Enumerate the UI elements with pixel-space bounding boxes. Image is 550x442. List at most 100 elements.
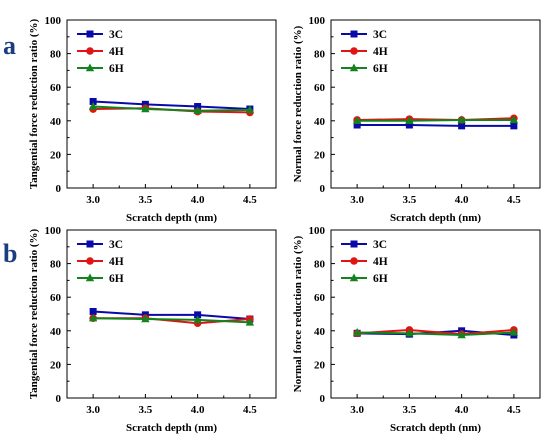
panel-label-a: a (3, 31, 16, 60)
y-axis-label: Normal force reduction ratio (%) (292, 235, 304, 392)
legend-marker-6H (85, 63, 95, 72)
data-point-6H (352, 116, 362, 124)
x-axis-label: Scratch depth (nm) (390, 212, 481, 224)
x-axis-label: Scratch depth (nm) (390, 422, 481, 434)
legend: 3C 4H 6H (341, 239, 388, 285)
legend-marker-6H (349, 273, 359, 282)
x-axis-label: Scratch depth (nm) (126, 212, 217, 224)
y-tick-label: 20 (314, 149, 326, 161)
y-tick-label: 40 (314, 326, 326, 338)
y-tick-label: 40 (314, 116, 326, 128)
legend-marker-4H (350, 47, 358, 55)
series-line-3C (93, 310, 250, 321)
data-point-3C (89, 97, 97, 105)
legend-label-4H: 4H (109, 46, 124, 58)
chart-b-right: 0 20 40 60 80 100 3.0 3.5 4.0 4.5 Scratch depth (n… (292, 225, 541, 434)
x-tick-label: 4.0 (191, 404, 205, 416)
chart-a-left: 0 20 40 60 80 100 3.0 3.5 4.0 4.5 Scratch depth (n… (28, 15, 277, 224)
y-tick-label: 100 (45, 15, 62, 27)
legend-marker-3C (350, 30, 358, 38)
legend-label-3C: 3C (373, 29, 387, 41)
series-line-3C (93, 100, 250, 111)
series-line-6H (357, 331, 514, 337)
panel-label-b: b (3, 239, 17, 268)
y-tick-label: 60 (314, 292, 326, 304)
data-point-6H (88, 313, 98, 322)
y-tick-label: 100 (309, 225, 326, 237)
x-tick-label: 4.5 (507, 194, 521, 206)
y-tick-label: 20 (314, 359, 326, 371)
legend-label-6H: 6H (373, 63, 388, 75)
y-axis-label: Tangential force reduction ratio (%) (28, 19, 40, 190)
legend-marker-6H (349, 63, 359, 72)
y-tick-label: 60 (50, 82, 62, 94)
data-point-3C (405, 121, 413, 129)
y-tick-label: 60 (314, 82, 326, 94)
x-tick-label: 3.5 (139, 194, 153, 206)
plot-frame (330, 229, 541, 399)
x-tick-label: 3.0 (86, 404, 100, 416)
x-tick-label: 3.0 (350, 404, 364, 416)
legend-label-3C: 3C (109, 29, 123, 41)
legend-label-4H: 4H (373, 256, 388, 268)
x-tick-label: 4.0 (191, 194, 205, 206)
x-tick-label: 4.5 (243, 194, 257, 206)
data-point-6H (509, 115, 519, 124)
data-point-6H (405, 116, 414, 124)
x-tick-label: 4.0 (455, 194, 469, 206)
legend-marker-3C (350, 240, 358, 248)
x-tick-label: 4.5 (507, 404, 521, 416)
legend-label-3C: 3C (373, 239, 387, 251)
x-tick-label: 4.5 (243, 404, 257, 416)
legend-marker-3C (86, 30, 94, 38)
data-point-6H (352, 327, 362, 336)
y-tick-label: 80 (50, 49, 62, 61)
legend-label-4H: 4H (373, 46, 388, 58)
y-tick-label: 0 (56, 183, 62, 195)
series-line-4H (357, 328, 514, 336)
x-tick-label: 3.5 (403, 404, 417, 416)
x-tick-label: 4.0 (455, 404, 469, 416)
legend-label-6H: 6H (373, 273, 388, 285)
data-point-6H (509, 327, 519, 336)
y-tick-label: 100 (309, 15, 326, 27)
legend-marker-6H (85, 273, 95, 282)
data-point-6H (245, 105, 255, 114)
plot-frame (66, 19, 277, 189)
data-point-3C (353, 121, 361, 129)
series-line-6H (357, 118, 514, 122)
legend-marker-4H (350, 257, 358, 265)
series-line-6H (93, 105, 250, 112)
y-tick-label: 100 (45, 225, 62, 237)
x-tick-label: 3.0 (86, 194, 100, 206)
legend-label-6H: 6H (109, 273, 124, 285)
series-6H (88, 313, 255, 326)
x-axis-label: Scratch depth (nm) (126, 422, 217, 434)
data-point-6H (141, 314, 150, 323)
data-point-3C (141, 100, 149, 108)
series-3C (353, 121, 518, 130)
series-6H (352, 327, 519, 339)
x-tick-label: 3.0 (350, 194, 364, 206)
y-tick-label: 20 (50, 149, 62, 161)
y-tick-label: 20 (50, 359, 62, 371)
data-point-6H (405, 328, 414, 337)
data-point-6H (245, 317, 255, 326)
legend-label-4H: 4H (109, 256, 124, 268)
y-tick-label: 40 (50, 326, 62, 338)
y-axis-label: Tangential force reduction ratio (%) (28, 229, 40, 400)
series-6H (352, 115, 519, 124)
data-point-6H (193, 106, 202, 114)
y-tick-label: 0 (56, 393, 62, 405)
series-6H (88, 102, 255, 114)
data-point-3C (510, 122, 518, 130)
y-tick-label: 80 (50, 259, 62, 271)
y-tick-label: 0 (320, 393, 326, 405)
y-axis-label: Normal force reduction ratio (%) (292, 25, 304, 182)
legend: 3C 4H 6H (77, 29, 124, 75)
series-line-6H (93, 317, 250, 324)
data-point-3C (458, 122, 466, 130)
legend: 3C 4H 6H (77, 239, 124, 285)
x-tick-label: 3.5 (139, 404, 153, 416)
